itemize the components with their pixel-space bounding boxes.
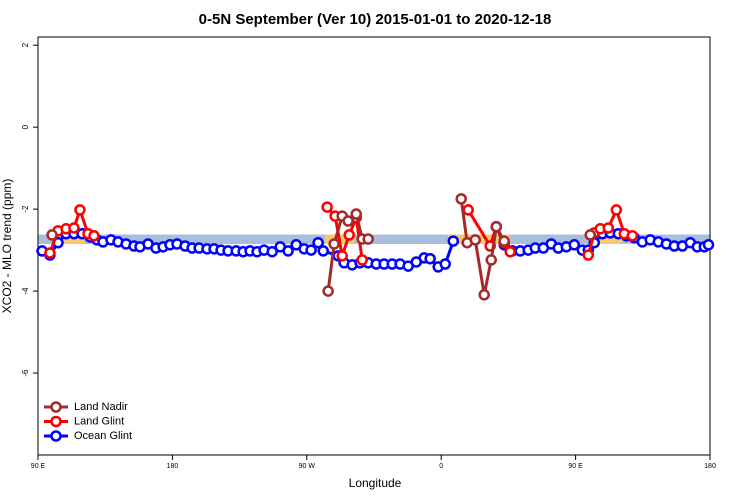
point <box>356 254 368 266</box>
y-tick-label: -4 <box>21 287 30 295</box>
legend-marker <box>50 401 62 413</box>
x-tick-label: 90 W <box>299 463 316 470</box>
point <box>582 249 595 261</box>
point <box>282 245 294 257</box>
y-tick-label: -6 <box>21 369 30 377</box>
x-tick-label: 90 E <box>568 463 583 470</box>
point <box>702 239 715 251</box>
point <box>498 235 510 247</box>
y-tick-label: -2 <box>21 205 30 213</box>
reference-band <box>38 234 710 244</box>
point <box>455 193 467 205</box>
y-tick-label: 0 <box>21 124 30 129</box>
legend-label: Land Glint <box>74 415 124 427</box>
point <box>504 245 516 258</box>
y-tick-label: 2 <box>21 42 30 47</box>
point <box>350 208 362 220</box>
point <box>610 204 623 216</box>
point <box>88 230 100 242</box>
x-tick-label: 180 <box>167 463 179 470</box>
point <box>462 204 474 216</box>
point <box>328 238 340 250</box>
point <box>46 229 58 241</box>
point <box>469 234 481 246</box>
point <box>336 250 348 262</box>
legend-label: Land Nadir <box>74 401 128 413</box>
point <box>485 254 497 266</box>
point <box>447 235 460 247</box>
point <box>626 230 639 242</box>
y-axis-label: XCO2 - MLO trend (ppm) <box>0 179 14 314</box>
point <box>322 285 334 297</box>
legend-marker <box>50 430 62 442</box>
point <box>317 245 329 257</box>
point <box>424 252 436 265</box>
x-axis-label: Longitude <box>349 476 402 490</box>
point <box>321 201 333 213</box>
point <box>312 236 324 249</box>
legend-label: Ocean Glint <box>74 430 132 442</box>
point <box>342 215 354 227</box>
x-tick-label: 0 <box>439 463 443 470</box>
point <box>568 239 581 251</box>
point <box>44 247 56 259</box>
point <box>584 229 596 241</box>
point <box>68 222 80 234</box>
legend-marker <box>50 415 62 428</box>
point <box>74 204 86 216</box>
point <box>602 222 615 234</box>
highlight <box>592 234 622 244</box>
x-tick-label: 180 <box>704 463 716 470</box>
point <box>343 229 355 241</box>
x-tick-label: 90 E <box>31 463 46 470</box>
point <box>266 245 278 258</box>
point <box>490 220 503 233</box>
chart-title: 0-5N September (Ver 10) 2015-01-01 to 20… <box>199 11 552 28</box>
point <box>362 233 374 245</box>
point <box>478 289 490 301</box>
point <box>305 244 317 256</box>
point <box>439 258 451 270</box>
